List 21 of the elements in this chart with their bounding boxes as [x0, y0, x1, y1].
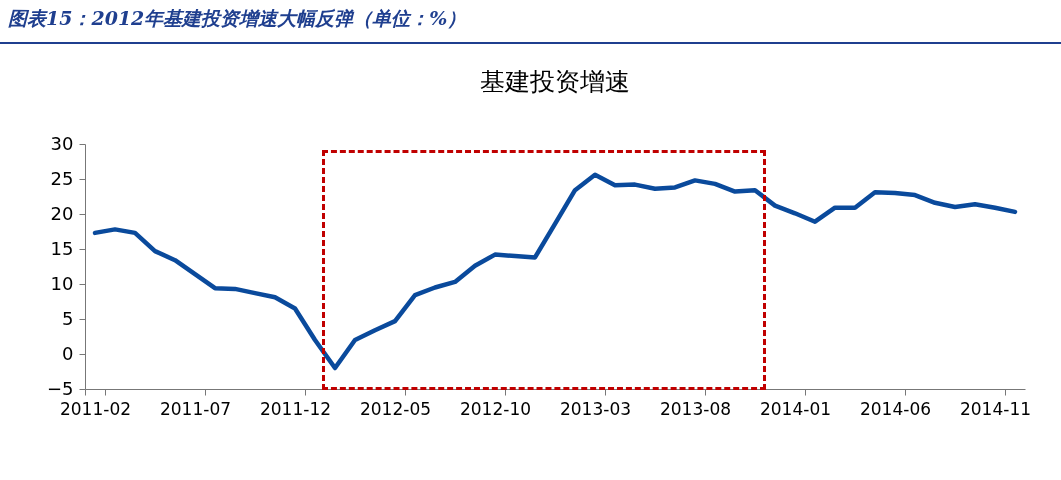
- x-tick-label: 2011-02: [59, 398, 132, 419]
- x-tick-label: 2012-05: [359, 398, 432, 419]
- y-tick-label: 10: [50, 272, 74, 294]
- x-tick-label: 2014-06: [859, 398, 932, 419]
- y-tick-label: 25: [50, 167, 74, 189]
- x-tick-label: 2014-01: [759, 398, 832, 419]
- x-tick-label: 2014-11: [959, 398, 1032, 419]
- x-tick-label: 2011-12: [259, 398, 332, 419]
- y-tick-label: 0: [62, 342, 74, 364]
- y-tick-label: 15: [50, 237, 74, 259]
- x-tick-label: 2013-03: [559, 398, 632, 419]
- chart-title: 图表15：2012年基建投资增速大幅反弹（单位：%）: [8, 6, 467, 31]
- x-tick-label: 2011-07: [159, 398, 232, 419]
- chart-subtitle: 基建投资增速: [480, 67, 630, 96]
- x-tick-label: 2013-08: [659, 398, 732, 419]
- y-tick-label: 5: [62, 307, 74, 329]
- line-series: [92, 172, 1018, 371]
- x-tick-label: 2012-10: [459, 398, 532, 419]
- y-tick-label: 30: [50, 132, 74, 154]
- y-tick-label: −5: [46, 377, 74, 399]
- y-tick-label: 20: [50, 202, 74, 224]
